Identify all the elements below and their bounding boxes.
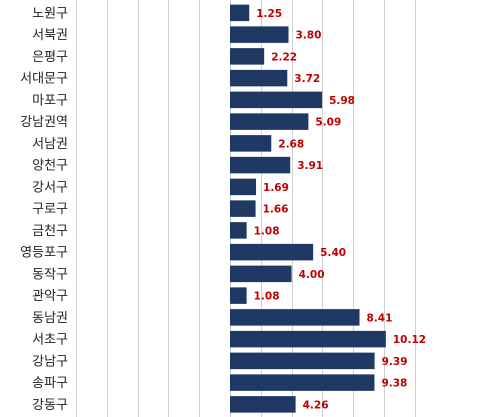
category-label: 은평구 (32, 50, 68, 65)
bar (230, 91, 323, 109)
bar (230, 26, 289, 43)
category-label: 금천구 (32, 224, 68, 239)
value-label: 5.98 (329, 95, 355, 107)
category-label: 강서구 (32, 180, 68, 195)
category-label: 서북권 (32, 28, 68, 43)
bar (230, 287, 247, 304)
value-label: 3.80 (296, 30, 322, 42)
value-label: 2.68 (278, 138, 304, 150)
bar (230, 330, 386, 348)
value-label: 10.12 (393, 334, 426, 346)
value-label: 3.72 (294, 73, 320, 85)
value-label: 1.69 (263, 182, 289, 194)
category-label: 서남권 (32, 137, 68, 152)
value-label: 4.26 (303, 399, 329, 411)
category-label: 서초구 (32, 333, 68, 348)
value-label: 1.25 (256, 8, 282, 20)
bar (230, 243, 314, 261)
bar (230, 222, 247, 239)
category-label: 강동구 (32, 398, 68, 413)
category-label: 양천구 (32, 159, 68, 174)
bar (230, 113, 309, 130)
bar (230, 396, 296, 413)
bar (230, 200, 256, 217)
value-label: 5.40 (320, 247, 346, 259)
value-label: 9.38 (381, 378, 407, 390)
bar (230, 4, 250, 22)
bar (230, 156, 291, 174)
bars (230, 4, 386, 413)
bar (230, 309, 360, 326)
value-label: 3.91 (297, 160, 323, 172)
bar (230, 48, 265, 65)
value-label: 1.08 (254, 225, 280, 237)
bar (230, 374, 375, 391)
value-labels: 1.25 3.80 2.22 3.72 5.98 5.09 2.68 3.91 1.69 1.66… (254, 8, 426, 412)
category-label: 동남권 (32, 311, 68, 326)
category-label: 구로구 (32, 202, 68, 217)
category-label: 관악구 (32, 289, 68, 304)
category-label: 서대문구 (20, 72, 68, 87)
category-labels: 노원구서북권은평구서대문구마포구강남권역서남권양천구강서구구로구금천구영등포구동… (20, 6, 68, 413)
bar (230, 352, 375, 370)
value-label: 8.41 (367, 312, 393, 324)
value-label: 4.00 (299, 269, 325, 281)
category-label: 동작구 (32, 267, 68, 282)
category-label: 영등포구 (20, 246, 68, 261)
category-label: 강남권역 (20, 115, 68, 130)
bar (230, 135, 272, 152)
value-label: 9.39 (382, 356, 408, 368)
value-label: 1.08 (254, 291, 280, 303)
bar (230, 265, 292, 283)
bar (230, 69, 288, 87)
category-label: 송파구 (32, 376, 68, 391)
value-label: 2.22 (271, 51, 297, 63)
value-label: 1.66 (263, 204, 289, 216)
category-label: 노원구 (32, 6, 68, 21)
category-label: 마포구 (32, 93, 68, 108)
category-label: 강남구 (32, 354, 68, 369)
bar (230, 178, 257, 196)
value-label: 5.09 (315, 117, 341, 129)
